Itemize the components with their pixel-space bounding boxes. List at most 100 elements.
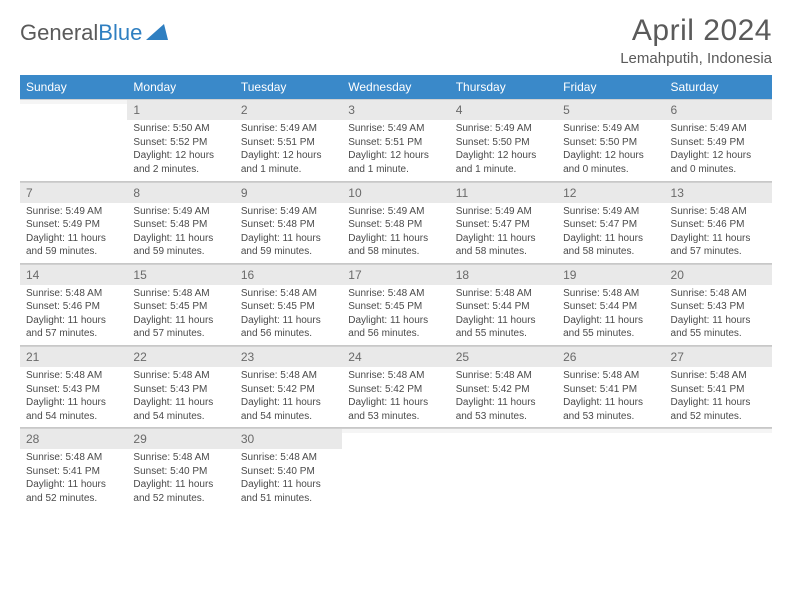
weekday-header: Saturday — [665, 75, 772, 99]
day-number: 7 — [20, 182, 127, 203]
daylight-text: Daylight: 11 hours and 55 minutes. — [563, 314, 658, 341]
day-number: 13 — [665, 182, 772, 203]
daylight-text: Daylight: 11 hours and 53 minutes. — [348, 396, 443, 423]
sunrise-text: Sunrise: 5:48 AM — [671, 287, 766, 301]
sunrise-text: Sunrise: 5:49 AM — [348, 205, 443, 219]
calendar-day-cell: 11 Sunrise: 5:49 AMSunset: 5:47 PMDayligh… — [450, 181, 557, 263]
day-number: 14 — [20, 264, 127, 285]
day-data: Sunrise: 5:49 AMSunset: 5:47 PMDaylight:… — [557, 203, 664, 263]
sunset-text: Sunset: 5:50 PM — [563, 136, 658, 150]
day-number: 23 — [235, 346, 342, 367]
day-number: 16 — [235, 264, 342, 285]
sunrise-text: Sunrise: 5:49 AM — [241, 122, 336, 136]
day-number: 11 — [450, 182, 557, 203]
day-data: Sunrise: 5:48 AMSunset: 5:46 PMDaylight:… — [20, 285, 127, 345]
day-data: Sunrise: 5:48 AMSunset: 5:46 PMDaylight:… — [665, 203, 772, 263]
sunrise-text: Sunrise: 5:49 AM — [456, 205, 551, 219]
calendar-day-cell: 20Sunrise: 5:48 AMSunset: 5:43 PMDayligh… — [665, 263, 772, 345]
sunset-text: Sunset: 5:41 PM — [26, 465, 121, 479]
sunrise-text: Sunrise: 5:48 AM — [133, 451, 228, 465]
sunrise-text: Sunrise: 5:48 AM — [671, 205, 766, 219]
sunrise-text: Sunrise: 5:48 AM — [133, 287, 228, 301]
sunrise-text: Sunrise: 5:50 AM — [133, 122, 228, 136]
day-number — [342, 428, 449, 433]
day-data: Sunrise: 5:49 AMSunset: 5:51 PMDaylight:… — [235, 120, 342, 180]
sunset-text: Sunset: 5:49 PM — [671, 136, 766, 150]
sunset-text: Sunset: 5:41 PM — [563, 383, 658, 397]
day-number: 9 — [235, 182, 342, 203]
daylight-text: Daylight: 11 hours and 59 minutes. — [241, 232, 336, 259]
day-data: Sunrise: 5:50 AMSunset: 5:52 PMDaylight:… — [127, 120, 234, 180]
daylight-text: Daylight: 11 hours and 53 minutes. — [456, 396, 551, 423]
sunset-text: Sunset: 5:51 PM — [348, 136, 443, 150]
month-title: April 2024 — [620, 14, 772, 48]
daylight-text: Daylight: 11 hours and 58 minutes. — [563, 232, 658, 259]
sunset-text: Sunset: 5:45 PM — [241, 300, 336, 314]
sunrise-text: Sunrise: 5:48 AM — [348, 287, 443, 301]
daylight-text: Daylight: 11 hours and 51 minutes. — [241, 478, 336, 505]
day-number: 12 — [557, 182, 664, 203]
day-number: 4 — [450, 99, 557, 120]
calendar-day-cell: 22Sunrise: 5:48 AMSunset: 5:43 PMDayligh… — [127, 345, 234, 427]
sunset-text: Sunset: 5:46 PM — [26, 300, 121, 314]
logo-text-blue: Blue — [98, 20, 142, 46]
day-number: 22 — [127, 346, 234, 367]
sunrise-text: Sunrise: 5:49 AM — [26, 205, 121, 219]
daylight-text: Daylight: 11 hours and 54 minutes. — [241, 396, 336, 423]
calendar-day-cell: 17Sunrise: 5:48 AMSunset: 5:45 PMDayligh… — [342, 263, 449, 345]
daylight-text: Daylight: 11 hours and 54 minutes. — [133, 396, 228, 423]
sunrise-text: Sunrise: 5:48 AM — [348, 369, 443, 383]
day-number — [450, 428, 557, 433]
day-number: 30 — [235, 428, 342, 449]
day-data: Sunrise: 5:49 AMSunset: 5:50 PMDaylight:… — [557, 120, 664, 180]
day-data: Sunrise: 5:48 AMSunset: 5:41 PMDaylight:… — [20, 449, 127, 509]
sunrise-text: Sunrise: 5:48 AM — [563, 287, 658, 301]
sunrise-text: Sunrise: 5:49 AM — [456, 122, 551, 136]
day-number: 18 — [450, 264, 557, 285]
daylight-text: Daylight: 12 hours and 1 minute. — [348, 149, 443, 176]
calendar-day-cell — [557, 428, 664, 510]
day-data: Sunrise: 5:49 AMSunset: 5:48 PMDaylight:… — [127, 203, 234, 263]
weekday-header: Thursday — [450, 75, 557, 99]
calendar-day-cell: 3Sunrise: 5:49 AMSunset: 5:51 PMDaylight… — [342, 99, 449, 181]
calendar-day-cell: 6Sunrise: 5:49 AMSunset: 5:49 PMDaylight… — [665, 99, 772, 181]
day-data: Sunrise: 5:48 AMSunset: 5:42 PMDaylight:… — [450, 367, 557, 427]
weekday-header-row: Sunday Monday Tuesday Wednesday Thursday… — [20, 75, 772, 99]
calendar-day-cell: 27Sunrise: 5:48 AMSunset: 5:41 PMDayligh… — [665, 345, 772, 427]
sunrise-text: Sunrise: 5:48 AM — [133, 369, 228, 383]
sunrise-text: Sunrise: 5:48 AM — [671, 369, 766, 383]
sunset-text: Sunset: 5:50 PM — [456, 136, 551, 150]
sunset-text: Sunset: 5:48 PM — [348, 218, 443, 232]
day-data: Sunrise: 5:48 AMSunset: 5:44 PMDaylight:… — [557, 285, 664, 345]
day-number — [20, 99, 127, 104]
daylight-text: Daylight: 11 hours and 59 minutes. — [26, 232, 121, 259]
day-number: 21 — [20, 346, 127, 367]
day-number: 26 — [557, 346, 664, 367]
title-block: April 2024 Lemahputih, Indonesia — [620, 14, 772, 67]
calendar-day-cell: 16Sunrise: 5:48 AMSunset: 5:45 PMDayligh… — [235, 263, 342, 345]
day-data: Sunrise: 5:48 AMSunset: 5:41 PMDaylight:… — [557, 367, 664, 427]
calendar-day-cell: 29Sunrise: 5:48 AMSunset: 5:40 PMDayligh… — [127, 428, 234, 510]
calendar-day-cell: 1Sunrise: 5:50 AMSunset: 5:52 PMDaylight… — [127, 99, 234, 181]
sunset-text: Sunset: 5:47 PM — [456, 218, 551, 232]
sunrise-text: Sunrise: 5:49 AM — [671, 122, 766, 136]
day-data: Sunrise: 5:48 AMSunset: 5:45 PMDaylight:… — [127, 285, 234, 345]
daylight-text: Daylight: 12 hours and 0 minutes. — [563, 149, 658, 176]
calendar-day-cell: 15Sunrise: 5:48 AMSunset: 5:45 PMDayligh… — [127, 263, 234, 345]
sunrise-text: Sunrise: 5:49 AM — [241, 205, 336, 219]
daylight-text: Daylight: 11 hours and 58 minutes. — [456, 232, 551, 259]
calendar-day-cell: 9Sunrise: 5:49 AMSunset: 5:48 PMDaylight… — [235, 181, 342, 263]
day-data: Sunrise: 5:48 AMSunset: 5:45 PMDaylight:… — [342, 285, 449, 345]
day-number: 17 — [342, 264, 449, 285]
calendar-day-cell: 23Sunrise: 5:48 AMSunset: 5:42 PMDayligh… — [235, 345, 342, 427]
daylight-text: Daylight: 11 hours and 53 minutes. — [563, 396, 658, 423]
calendar-day-cell: 14Sunrise: 5:48 AMSunset: 5:46 PMDayligh… — [20, 263, 127, 345]
calendar-day-cell: 21Sunrise: 5:48 AMSunset: 5:43 PMDayligh… — [20, 345, 127, 427]
day-number: 6 — [665, 99, 772, 120]
daylight-text: Daylight: 11 hours and 52 minutes. — [671, 396, 766, 423]
sunrise-text: Sunrise: 5:48 AM — [456, 287, 551, 301]
daylight-text: Daylight: 12 hours and 1 minute. — [241, 149, 336, 176]
weekday-header: Tuesday — [235, 75, 342, 99]
day-data: Sunrise: 5:48 AMSunset: 5:42 PMDaylight:… — [235, 367, 342, 427]
day-number: 5 — [557, 99, 664, 120]
